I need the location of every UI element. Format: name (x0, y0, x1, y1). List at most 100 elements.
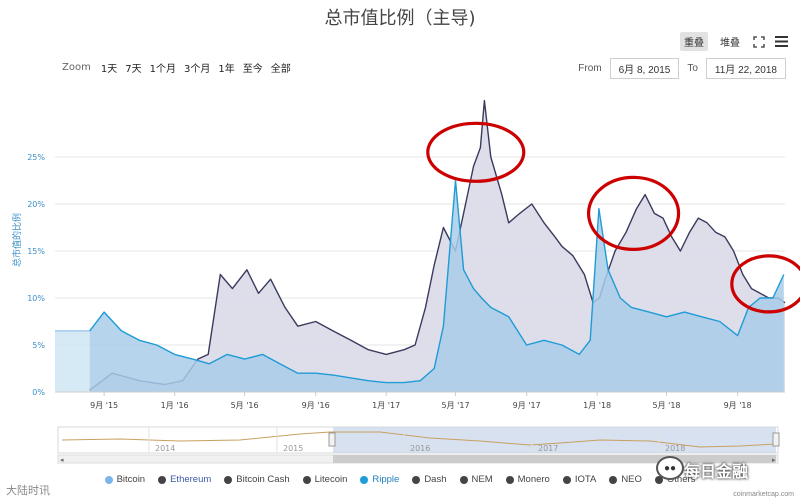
y-tick-label: 25% (27, 153, 45, 162)
legend-dot (654, 475, 663, 484)
ripple-area (89, 180, 784, 392)
scroll-left-icon[interactable]: ◂ (60, 457, 64, 464)
chart-title: 总市值比例（主导) (324, 8, 476, 29)
fullscreen-icon[interactable] (752, 35, 766, 49)
y-axis-ticks: 0% 5% 10% 15% 20% 25% (27, 153, 45, 397)
navigator-years: 2014 2015 2016 2017 2018 (148, 427, 685, 453)
legend-dot (459, 475, 468, 484)
legend-label: Dash (424, 474, 447, 485)
ethereum-line[interactable] (89, 99, 786, 391)
legend-item-ethereum[interactable]: Ethereum (158, 474, 211, 485)
x-tick-label: 9月 '15 (90, 401, 118, 410)
zoom-3m-button[interactable]: 3个月 (183, 64, 211, 75)
legend-label: NEM (471, 474, 493, 485)
legend-dot (302, 475, 311, 484)
to-label: To (687, 63, 698, 74)
legend-dot (505, 475, 514, 484)
source-credit: coinmarketcap.com (733, 491, 794, 498)
x-tick-label: 5月 '17 (442, 401, 470, 410)
watermark-right: 每日金融 (684, 462, 749, 481)
legend-dot (104, 475, 113, 484)
red-circle-2018-11 (730, 254, 800, 314)
legend-item-neo[interactable]: NEO (609, 474, 642, 485)
navigator-year-label: 2014 (155, 444, 175, 453)
from-label: From (578, 63, 602, 74)
legend-dot (224, 475, 233, 484)
stacked-button[interactable]: 堆叠 (720, 38, 740, 49)
navigator-scrollbar-thumb[interactable] (333, 455, 776, 463)
annotations (426, 121, 800, 314)
y-tick-label: 20% (27, 200, 45, 209)
x-tick-label: 9月 '17 (513, 401, 541, 410)
x-tick-label: 5月 '18 (653, 401, 681, 410)
zoom-1y-button[interactable]: 1年 (218, 64, 235, 75)
legend-label: NEO (621, 474, 642, 485)
legend-dot (562, 475, 571, 484)
zoom-7d-button[interactable]: 7天 (125, 64, 142, 75)
legend-label: Litecoin (314, 474, 348, 485)
legend-dot (360, 475, 369, 484)
zoom-label: Zoom (62, 62, 91, 73)
from-date-input[interactable]: 6月 8, 2015 (609, 58, 680, 79)
ripple-line[interactable] (89, 179, 785, 384)
chart-series (55, 99, 786, 392)
navigator-year-label: 2018 (665, 444, 685, 453)
legend-label: Others (666, 474, 696, 485)
x-tick-label: 9月 '18 (724, 401, 752, 410)
bitcoin-area (55, 330, 90, 392)
y-tick-label: 0% (32, 388, 45, 397)
scroll-right-icon[interactable]: ▸ (772, 457, 776, 464)
x-tick-label: 5月 '16 (231, 401, 259, 410)
legend-item-ripple[interactable]: Ripple (360, 474, 399, 485)
legend-label: Bitcoin (116, 474, 146, 485)
legend-dot (412, 475, 421, 484)
legend-label: Ripple (372, 474, 400, 485)
legend-dot (609, 475, 618, 484)
menu-icon[interactable] (774, 35, 788, 49)
navigator-handle-left[interactable] (328, 432, 336, 447)
red-circle-2017-06 (426, 121, 526, 183)
legend-item-others[interactable]: Others (654, 474, 696, 485)
navigator-selection[interactable] (333, 427, 776, 453)
navigator-year-label: 2016 (410, 444, 430, 453)
navigator-year-label: 2017 (538, 444, 558, 453)
zoom-1m-button[interactable]: 1个月 (149, 64, 176, 75)
zoom-1d-button[interactable]: 1天 (100, 64, 118, 75)
x-axis-ticks: 9月 '15 1月 '16 5月 '16 9月 '16 1月 '17 5月 '17 9月 '… (55, 391, 785, 410)
y-tick-label: 5% (32, 341, 45, 350)
zoom-ytd-button[interactable]: 至今 (242, 64, 263, 75)
y-axis-label: 总市值的比例 (11, 213, 23, 267)
legend-label: Ethereum (170, 474, 212, 485)
legend-item-monero[interactable]: Monero (505, 474, 550, 485)
navigator-handle-right[interactable] (772, 432, 780, 447)
legend-item-nem[interactable]: NEM (459, 474, 493, 485)
zoom-all-button[interactable]: 全部 (270, 64, 291, 75)
legend-item-bitcoin-cash[interactable]: Bitcoin Cash (224, 474, 290, 485)
navigator-year-label: 2015 (283, 444, 303, 453)
legend: Bitcoin Ethereum Bitcoin Cash Litecoin R… (0, 474, 800, 485)
view-toggle: 重叠 堆叠 (680, 32, 788, 51)
navigator[interactable]: 2014 2015 2016 2017 2018 ◂ ▸ (57, 426, 780, 464)
legend-item-bitcoin[interactable]: Bitcoin (104, 474, 146, 485)
legend-item-dash[interactable]: Dash (412, 474, 447, 485)
to-date-input[interactable]: 11月 22, 2018 (705, 58, 786, 79)
x-tick-label: 1月 '18 (583, 401, 611, 410)
x-tick-label: 9月 '16 (302, 401, 330, 410)
overlap-button[interactable]: 重叠 (680, 32, 708, 51)
legend-dot (158, 475, 167, 484)
x-tick-label: 1月 '17 (372, 401, 400, 410)
y-tick-label: 15% (27, 247, 45, 256)
legend-item-iota[interactable]: IOTA (562, 474, 597, 485)
wechat-icon: ●● (656, 456, 684, 480)
y-tick-label: 10% (27, 294, 45, 303)
red-circle-2018-03 (586, 175, 681, 251)
navigator-line (61, 431, 777, 448)
legend-item-litecoin[interactable]: Litecoin (302, 474, 348, 485)
legend-label: Monero (517, 474, 550, 485)
x-tick-label: 1月 '16 (161, 401, 189, 410)
legend-label: IOTA (574, 474, 597, 485)
zoom-bar: Zoom 1天 7天 1个月 3个月 1年 至今 全部 (62, 60, 291, 75)
legend-label: Bitcoin Cash (236, 474, 290, 485)
watermark-left: 大陆时讯 (6, 484, 50, 497)
